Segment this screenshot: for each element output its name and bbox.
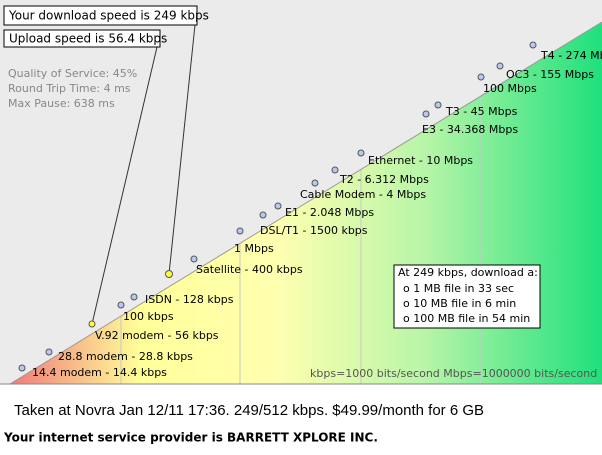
download-callout — [3, 5, 198, 26]
point-marker — [422, 110, 430, 118]
point-label: Cable Modem - 4 Mbps — [300, 188, 426, 201]
point-marker — [190, 255, 198, 263]
download-leader — [168, 24, 196, 275]
point-label: 14.4 modem - 14.4 kbps — [32, 366, 167, 379]
caption: Taken at Novra Jan 12/11 17:36. 249/512 … — [14, 402, 484, 419]
units-note: kbps=1000 bits/second Mbps=1000000 bits/… — [310, 367, 597, 380]
download-callout-text: Your download speed is 249 kbps — [8, 9, 209, 23]
point-marker — [259, 211, 267, 219]
upload-callout-text: Upload speed is 56.4 kbps — [9, 32, 167, 46]
point-label: T4 - 274 Mbps — [540, 49, 602, 62]
point-label: DSL/T1 - 1500 kbps — [260, 224, 368, 237]
info-item: o 10 MB file in 6 min — [403, 297, 516, 310]
point-label: T3 - 45 Mbps — [445, 105, 518, 118]
point-label: E1 - 2.048 Mbps — [285, 206, 374, 219]
decade-lines — [120, 96, 482, 384]
point-marker — [18, 364, 26, 372]
point-label: 28.8 modem - 28.8 kbps — [58, 350, 193, 363]
provider: Your internet service provider is BARRET… — [3, 431, 378, 445]
stat: Max Pause: 638 ms — [8, 97, 115, 110]
point-marker — [357, 149, 365, 157]
point-label: ISDN - 128 kbps — [145, 293, 234, 306]
point-marker — [130, 293, 138, 301]
info-title: At 249 kbps, download a: — [398, 266, 538, 279]
point-marker — [274, 202, 282, 210]
point-marker — [496, 62, 504, 70]
point-marker — [331, 166, 339, 174]
point-marker — [311, 179, 319, 187]
point-marker — [434, 101, 442, 109]
point-label: V.92 modem - 56 kbps — [95, 329, 219, 342]
diagonal — [9, 21, 602, 385]
upload-callout — [3, 29, 161, 48]
info-box — [393, 264, 541, 329]
point-marker — [117, 301, 125, 309]
upload-leader — [91, 46, 158, 325]
point-label: 1 Mbps — [234, 242, 274, 255]
stats: Quality of Service: 45% Round Trip Time: … — [8, 67, 137, 110]
point-label: 100 kbps — [123, 310, 174, 323]
point-label: Satellite - 400 kbps — [196, 263, 303, 276]
info-item: o 1 MB file in 33 sec — [403, 282, 514, 295]
point-label: OC3 - 155 Mbps — [506, 68, 594, 81]
point-marker — [45, 348, 53, 356]
point-label: 100 Mbps — [483, 82, 537, 95]
stat: Quality of Service: 45% — [8, 67, 137, 80]
info-item: o 100 MB file in 54 min — [403, 312, 530, 325]
point-label: E3 - 34.368 Mbps — [422, 123, 518, 136]
point-marker — [529, 41, 537, 49]
point-label: T2 - 6.312 Mbps — [339, 173, 429, 186]
point-marker — [477, 73, 485, 81]
point-marker — [236, 227, 244, 235]
point-marker — [88, 320, 96, 328]
stat: Round Trip Time: 4 ms — [8, 82, 131, 95]
points: 14.4 modem - 14.4 kbps 28.8 modem - 28.8 … — [18, 41, 602, 379]
download-marker — [165, 270, 173, 278]
point-label: Ethernet - 10 Mbps — [368, 154, 473, 167]
